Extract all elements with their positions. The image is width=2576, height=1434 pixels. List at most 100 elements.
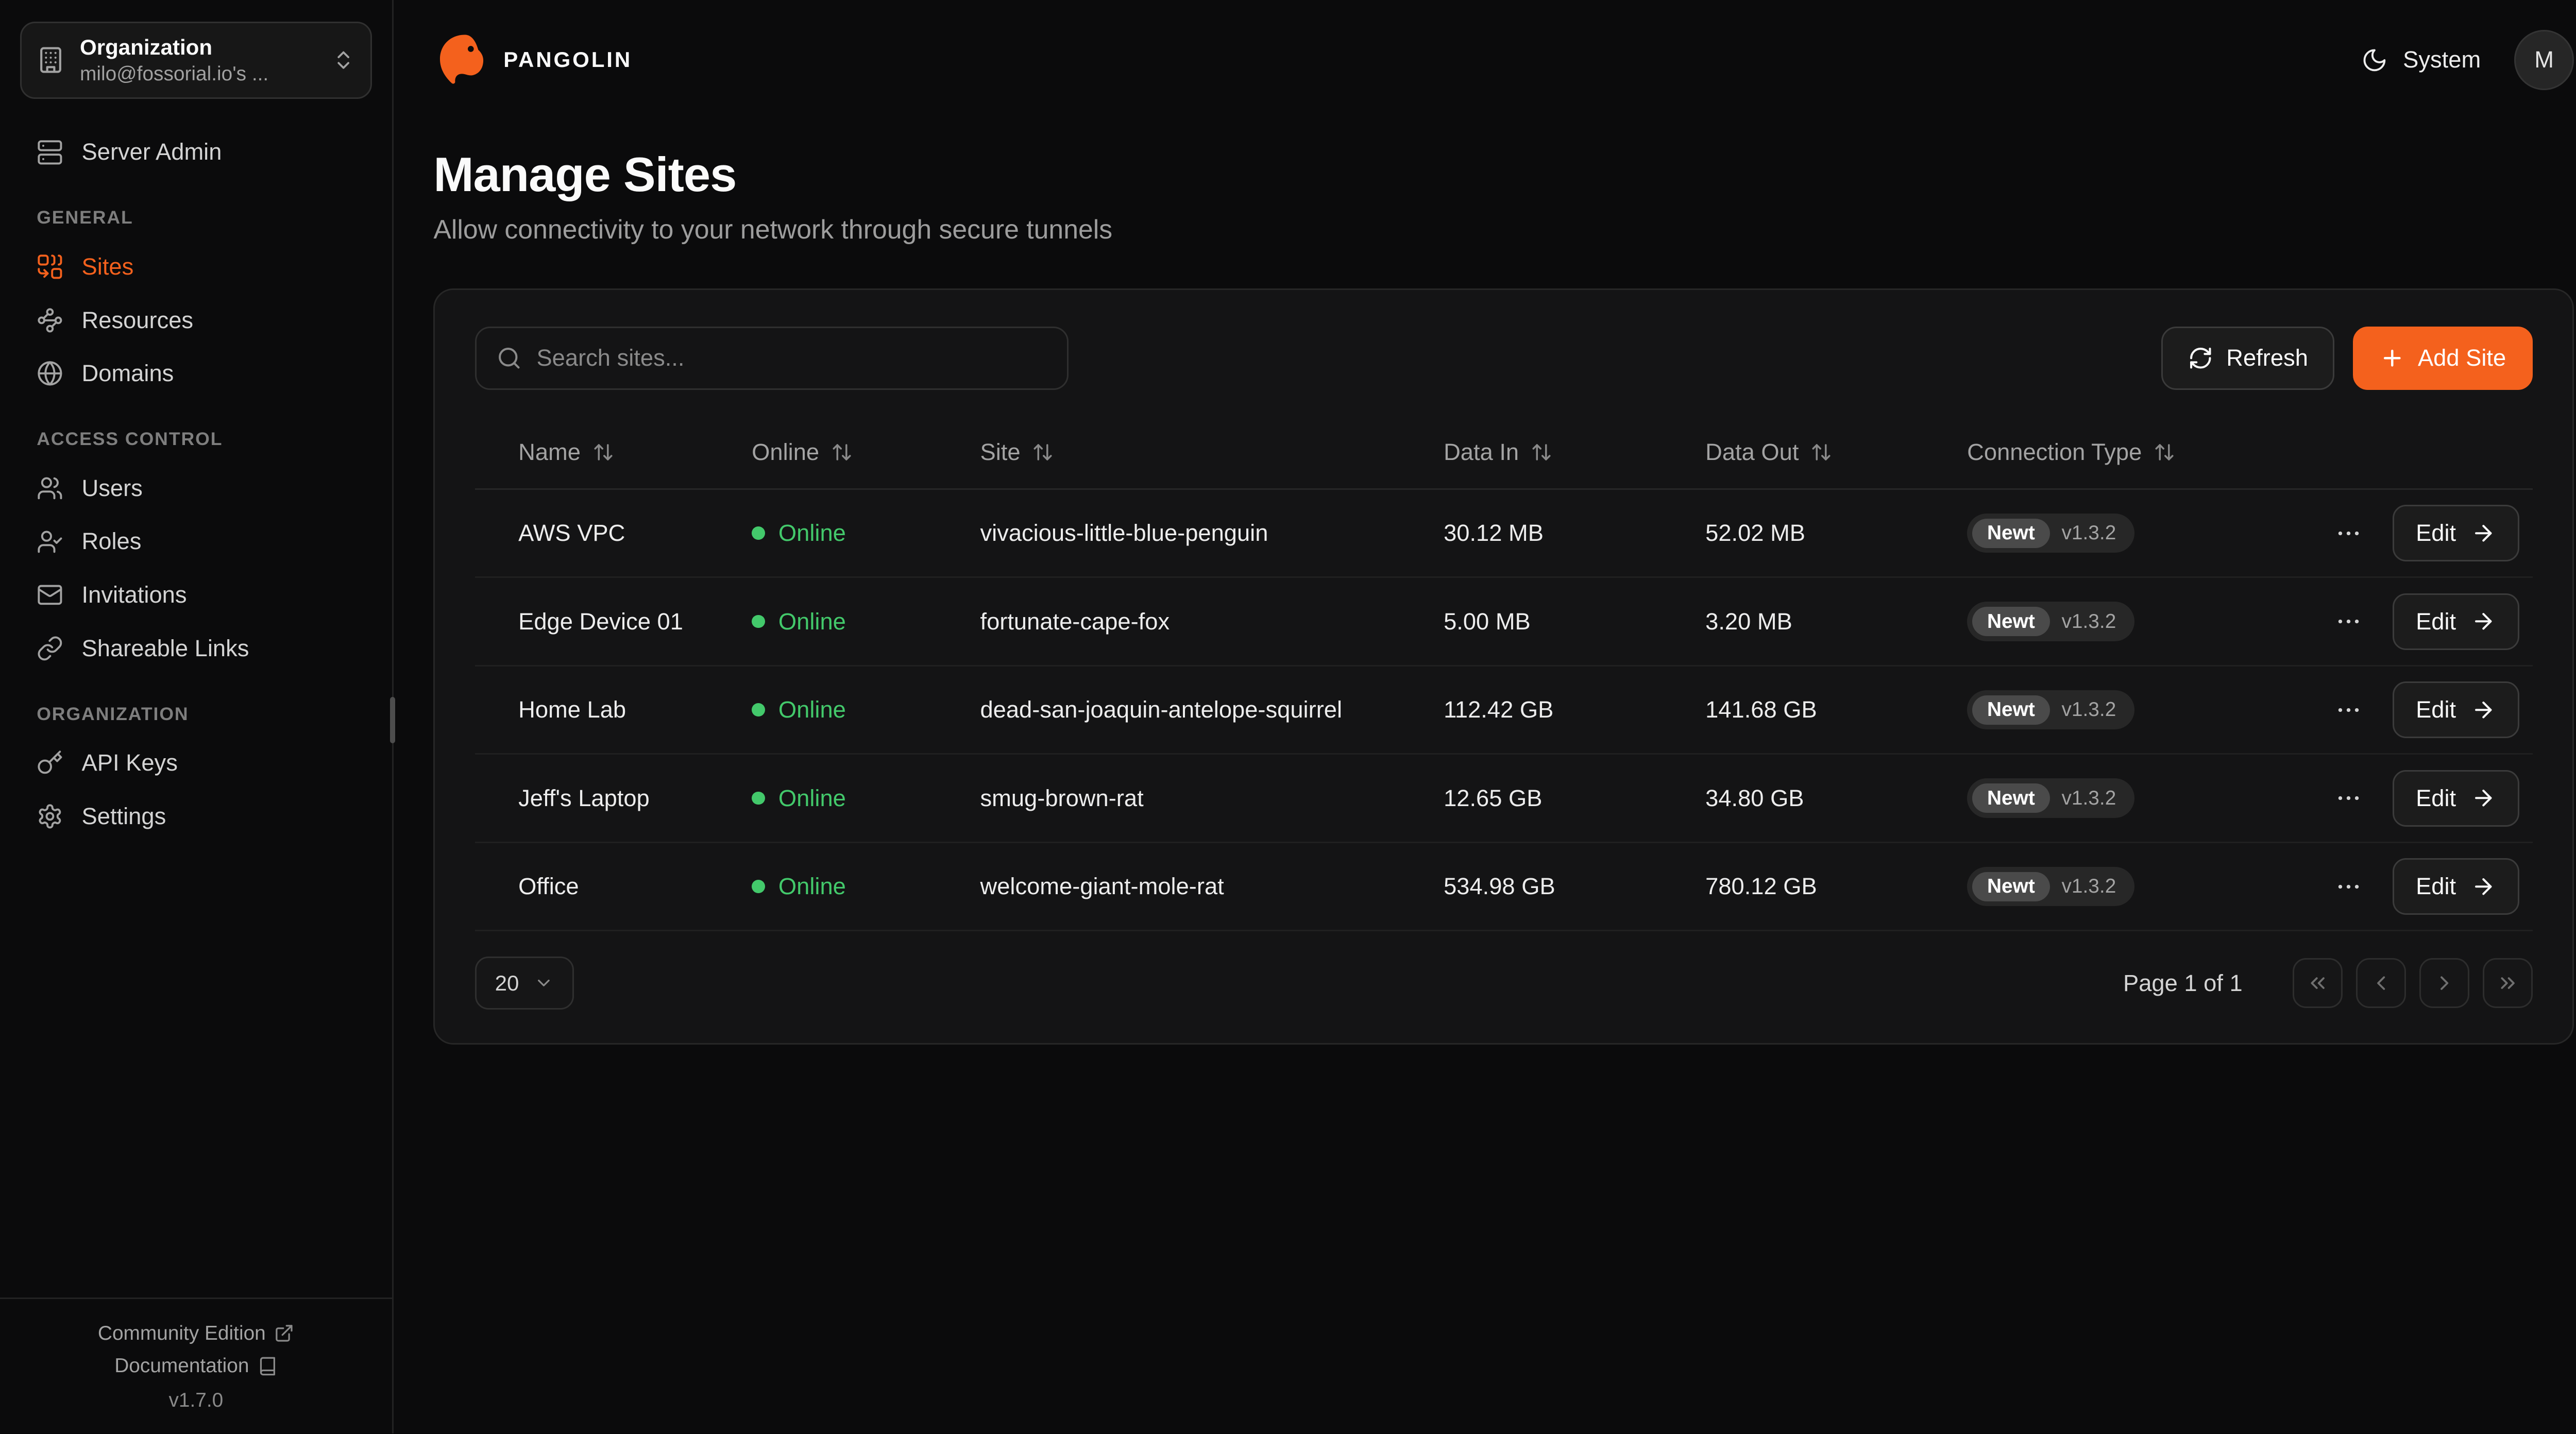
column-header-site[interactable]: Site (980, 439, 1444, 466)
documentation-link[interactable]: Documentation (0, 1350, 392, 1382)
community-edition-label: Community Edition (97, 1322, 266, 1344)
sidebar-item[interactable]: Invitations (20, 568, 372, 622)
edit-label: Edit (2416, 696, 2456, 723)
sidebar-item[interactable]: Shareable Links (20, 622, 372, 675)
edit-button[interactable]: Edit (2393, 593, 2519, 650)
row-actions-menu-button[interactable] (2329, 691, 2367, 729)
prev-page-button[interactable] (2355, 958, 2406, 1009)
online-dot-icon (752, 703, 766, 716)
sites-icon (37, 253, 63, 280)
version-label: v1.7.0 (168, 1389, 224, 1411)
sidebar-item[interactable]: Sites (20, 240, 372, 294)
connection-type-badge: Newt v1.3.2 (1967, 513, 2134, 553)
table-row: Office Online welcome-giant-mole-rat 534… (475, 843, 2533, 932)
community-edition-link[interactable]: Community Edition (0, 1317, 392, 1350)
sidebar-item[interactable]: Roles (20, 515, 372, 569)
documentation-label: Documentation (114, 1355, 249, 1377)
sidebar-section-access-control: ACCESS CONTROL Users Roles Invitations (20, 400, 372, 675)
table-header-row: Name Online Site Data In (475, 416, 2533, 490)
column-label: Site (980, 439, 1021, 466)
topbar-right: System M (2361, 30, 2574, 90)
row-actions-cell: Edit (2338, 681, 2533, 739)
sites-card: Refresh Add Site Name (433, 288, 2574, 1045)
sidebar-item[interactable]: API Keys (20, 737, 372, 790)
connection-type-cell: Newt v1.3.2 (1967, 690, 2349, 730)
page-size-select[interactable]: 20 (475, 956, 574, 1010)
sidebar-item-label: Settings (81, 803, 166, 830)
page-info: Page 1 of 1 (2123, 969, 2243, 996)
connection-name: Newt (1972, 783, 2050, 813)
refresh-label: Refresh (2226, 345, 2308, 371)
book-icon (258, 1356, 278, 1376)
avatar[interactable]: M (2514, 30, 2574, 90)
org-switcher-value: milo@fossorial.io's ... (80, 63, 269, 86)
last-page-button[interactable] (2482, 958, 2533, 1009)
sidebar-resize-handle[interactable] (390, 696, 396, 744)
column-label: Data In (1444, 439, 1519, 466)
row-actions-menu-button[interactable] (2329, 602, 2367, 640)
pager-buttons (2292, 958, 2533, 1009)
edit-label: Edit (2416, 608, 2456, 635)
online-status-label: Online (778, 784, 846, 811)
chevrons-right-icon (2496, 971, 2519, 995)
first-page-button[interactable] (2292, 958, 2343, 1009)
add-site-label: Add Site (2417, 345, 2506, 371)
sidebar-item[interactable]: Users (20, 462, 372, 515)
next-page-button[interactable] (2419, 958, 2469, 1009)
section-title-general: GENERAL (37, 207, 133, 228)
column-header-data-out[interactable]: Data Out (1705, 439, 1967, 466)
chevron-down-icon (534, 973, 554, 993)
sidebar-item[interactable]: Resources (20, 294, 372, 347)
column-header-connection-type[interactable]: Connection Type (1967, 439, 2349, 466)
online-status-label: Online (778, 873, 846, 900)
refresh-button[interactable]: Refresh (2161, 326, 2335, 390)
search-box (475, 326, 1069, 390)
column-header-data-in[interactable]: Data In (1444, 439, 1705, 466)
site-name-cell: AWS VPC (518, 520, 625, 547)
topbar: PANGOLIN System M (394, 0, 2576, 120)
site-name-cell: Office (518, 873, 579, 900)
sidebar-item-label: Roles (81, 528, 142, 555)
edit-button[interactable]: Edit (2393, 505, 2519, 562)
pager: Page 1 of 1 (2123, 958, 2533, 1009)
edit-button[interactable]: Edit (2393, 858, 2519, 915)
online-status-cell: Online (752, 873, 980, 900)
sidebar-item-label: Users (81, 474, 143, 501)
sidebar-item-label: Shareable Links (81, 635, 249, 661)
roles-icon (37, 528, 63, 555)
org-switcher[interactable]: Organization milo@fossorial.io's ... (20, 22, 372, 99)
row-actions-cell: Edit (2338, 858, 2533, 915)
domains-icon (37, 360, 63, 387)
column-label: Connection Type (1967, 439, 2142, 466)
sidebar-item[interactable]: Domains (20, 347, 372, 400)
edit-button[interactable]: Edit (2393, 770, 2519, 827)
column-label: Online (752, 439, 820, 466)
arrow-right-icon (2471, 874, 2496, 899)
ellipsis-icon (2334, 519, 2363, 548)
column-header-online[interactable]: Online (752, 439, 980, 466)
page-subtitle: Allow connectivity to your network throu… (433, 214, 1113, 245)
theme-label: System (2403, 46, 2481, 73)
sidebar-item-label: Invitations (81, 582, 187, 608)
theme-toggle-button[interactable]: System (2361, 46, 2481, 73)
settings-icon (37, 803, 63, 830)
row-actions-menu-button[interactable] (2329, 514, 2367, 552)
site-slug-cell: smug-brown-rat (980, 784, 1144, 811)
connection-name: Newt (1972, 607, 2050, 637)
edit-button[interactable]: Edit (2393, 681, 2519, 739)
sites-toolbar: Refresh Add Site (475, 326, 2533, 390)
org-switcher-text: Organization milo@fossorial.io's ... (80, 35, 317, 86)
sidebar-item-server-admin[interactable]: Server Admin (20, 126, 372, 179)
row-actions-menu-button[interactable] (2329, 779, 2367, 817)
data-in-cell: 534.98 GB (1444, 873, 1555, 900)
sidebar-item-label: Server Admin (81, 139, 222, 165)
brand[interactable]: PANGOLIN (433, 31, 632, 88)
data-in-cell: 12.65 GB (1444, 784, 1543, 811)
row-actions-menu-button[interactable] (2329, 867, 2367, 906)
site-slug-cell: dead-san-joaquin-antelope-squirrel (980, 696, 1343, 723)
column-header-name[interactable]: Name (518, 439, 752, 466)
sidebar-item[interactable]: Settings (20, 790, 372, 843)
search-input[interactable] (536, 345, 1047, 372)
add-site-button[interactable]: Add Site (2353, 326, 2533, 390)
